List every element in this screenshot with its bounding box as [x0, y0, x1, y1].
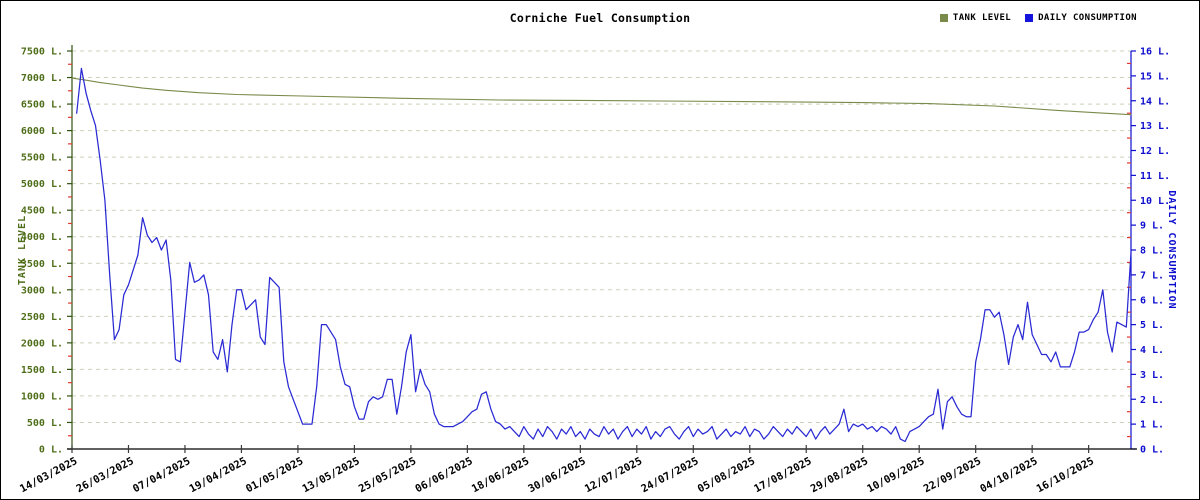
- left-tick-label: 3000 L.: [21, 285, 63, 296]
- legend-item-tank-level: TANK LEVEL: [939, 13, 1012, 23]
- right-tick-label: 8 L.: [1140, 246, 1164, 257]
- x-tick-label: 29/08/2025: [809, 455, 870, 495]
- right-tick-label: 1 L.: [1140, 420, 1164, 431]
- right-tick-label: 15 L.: [1140, 71, 1170, 82]
- x-tick-label: 13/05/2025: [300, 455, 361, 495]
- legend-label-tank-level: TANK LEVEL: [952, 13, 1012, 23]
- legend-item-daily-consumption: DAILY CONSUMPTION: [1025, 13, 1137, 23]
- x-tick-label: 30/06/2025: [526, 455, 587, 495]
- x-tick-label: 26/03/2025: [74, 455, 135, 495]
- right-tick-label: 4 L.: [1140, 345, 1164, 356]
- right-tick-label: 3 L.: [1140, 370, 1164, 381]
- right-tick-label: 9 L.: [1140, 221, 1164, 232]
- legend-label-daily-consumption: DAILY CONSUMPTION: [1038, 13, 1137, 23]
- left-tick-label: 6500 L.: [21, 100, 63, 111]
- left-tick-label: 5500 L.: [21, 153, 63, 164]
- x-tick-label: 05/08/2025: [696, 455, 757, 495]
- legend: TANK LEVEL DAILY CONSUMPTION: [939, 13, 1137, 23]
- x-tick-label: 07/04/2025: [131, 455, 192, 495]
- x-tick-label: 01/05/2025: [244, 455, 305, 495]
- left-tick-label: 500 L.: [27, 418, 63, 429]
- x-tick-label: 24/07/2025: [639, 455, 700, 495]
- x-tick-label: 25/05/2025: [357, 455, 418, 495]
- left-tick-label: 7500 L.: [21, 47, 63, 58]
- tank-level-swatch-icon: [939, 14, 948, 22]
- right-tick-label: 0 L.: [1140, 445, 1164, 456]
- x-tick-label: 19/04/2025: [187, 455, 248, 495]
- x-tick-label: 22/09/2025: [922, 455, 983, 495]
- right-tick-label: 7 L.: [1140, 270, 1164, 281]
- right-tick-label: 12 L.: [1140, 146, 1170, 157]
- x-tick-label: 18/06/2025: [470, 455, 531, 495]
- left-tick-label: 4000 L.: [21, 232, 63, 243]
- right-tick-label: 6 L.: [1140, 295, 1164, 306]
- x-tick-label: 14/03/2025: [18, 455, 79, 495]
- x-tick-label: 17/08/2025: [752, 455, 813, 495]
- left-tick-label: 2000 L.: [21, 338, 63, 349]
- x-tick-label: 04/10/2025: [978, 455, 1039, 495]
- right-tick-label: 13 L.: [1140, 121, 1170, 132]
- left-tick-label: 5000 L.: [21, 179, 63, 190]
- daily-consumption-swatch-icon: [1025, 14, 1034, 22]
- right-tick-label: 10 L.: [1140, 196, 1170, 207]
- chart-title: Corniche Fuel Consumption: [509, 11, 691, 25]
- left-axis-title: TANK LEVEL: [17, 215, 28, 285]
- right-tick-label: 2 L.: [1140, 395, 1164, 406]
- left-tick-label: 3500 L.: [21, 259, 63, 270]
- right-tick-label: 5 L.: [1140, 320, 1164, 331]
- left-tick-label: 6000 L.: [21, 126, 63, 137]
- x-tick-label: 12/07/2025: [583, 455, 644, 495]
- right-axis-title: DAILY CONSUMPTION: [1166, 190, 1177, 309]
- right-tick-label: 16 L.: [1140, 47, 1170, 58]
- x-tick-label: 16/10/2025: [1035, 455, 1096, 495]
- left-tick-label: 1500 L.: [21, 365, 63, 376]
- left-tick-label: 4500 L.: [21, 206, 63, 217]
- left-tick-label: 1000 L.: [21, 391, 63, 402]
- left-tick-label: 7000 L.: [21, 73, 63, 84]
- x-tick-label: 10/09/2025: [865, 455, 926, 495]
- x-tick-label: 06/06/2025: [413, 455, 474, 495]
- left-tick-label: 0 L.: [39, 445, 63, 456]
- left-tick-label: 2500 L.: [21, 312, 63, 323]
- series-daily-consumption: [76, 67, 1132, 443]
- series-tank-level: [71, 77, 1132, 116]
- right-tick-label: 11 L.: [1140, 171, 1170, 182]
- right-tick-label: 14 L.: [1140, 96, 1170, 107]
